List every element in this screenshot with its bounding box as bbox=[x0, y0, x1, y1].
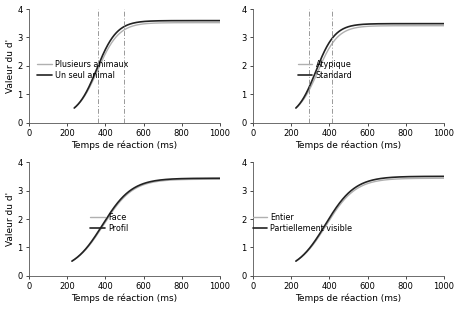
Plusieurs animaux bbox=[213, 21, 218, 24]
Un seul animal bbox=[192, 19, 198, 23]
Face bbox=[192, 177, 198, 181]
Atypique bbox=[440, 24, 446, 28]
Standard bbox=[437, 22, 442, 26]
Standard bbox=[416, 22, 421, 26]
Profil bbox=[192, 176, 198, 180]
Entier bbox=[331, 211, 336, 214]
X-axis label: Temps de réaction (ms): Temps de réaction (ms) bbox=[295, 141, 401, 150]
Atypique bbox=[331, 39, 336, 42]
Atypique bbox=[437, 24, 442, 28]
Partiellement visible bbox=[416, 175, 421, 178]
Face bbox=[99, 225, 105, 229]
Legend: Plusieurs animaux, Un seul animal: Plusieurs animaux, Un seul animal bbox=[37, 60, 128, 80]
Y-axis label: Valeur du d': Valeur du d' bbox=[6, 39, 15, 93]
Entier bbox=[323, 223, 328, 227]
Line: Partiellement visible: Partiellement visible bbox=[295, 176, 443, 261]
Un seul animal bbox=[99, 54, 105, 58]
Partiellement visible bbox=[323, 222, 328, 225]
Line: Un seul animal: Un seul animal bbox=[74, 21, 219, 108]
Un seul animal bbox=[213, 19, 218, 23]
Plusieurs animaux bbox=[99, 58, 105, 62]
Line: Entier: Entier bbox=[295, 178, 443, 261]
Profil bbox=[99, 223, 105, 227]
Y-axis label: Valeur du d': Valeur du d' bbox=[6, 192, 15, 246]
Atypique bbox=[416, 24, 421, 28]
Line: Profil: Profil bbox=[72, 178, 219, 261]
Entier bbox=[440, 176, 446, 180]
Partiellement visible bbox=[331, 208, 336, 212]
Line: Standard: Standard bbox=[295, 24, 443, 108]
Profil bbox=[217, 176, 222, 180]
X-axis label: Temps de réaction (ms): Temps de réaction (ms) bbox=[295, 294, 401, 303]
Plusieurs animaux bbox=[192, 21, 198, 24]
Profil bbox=[213, 176, 218, 180]
Standard bbox=[331, 34, 336, 37]
Partiellement visible bbox=[440, 175, 446, 178]
Un seul animal bbox=[217, 19, 222, 23]
Line: Face: Face bbox=[72, 179, 219, 261]
Plusieurs animaux bbox=[107, 43, 113, 46]
Legend: Face, Profil: Face, Profil bbox=[90, 213, 128, 233]
Face bbox=[107, 212, 113, 216]
Standard bbox=[323, 46, 328, 50]
Legend: Entier, Partiellement visible: Entier, Partiellement visible bbox=[252, 213, 352, 233]
Line: Atypique: Atypique bbox=[295, 26, 443, 108]
Entier bbox=[437, 176, 442, 180]
X-axis label: Temps de réaction (ms): Temps de réaction (ms) bbox=[71, 294, 177, 303]
Face bbox=[217, 177, 222, 181]
Profil bbox=[107, 211, 113, 214]
X-axis label: Temps de réaction (ms): Temps de réaction (ms) bbox=[71, 141, 177, 150]
Partiellement visible bbox=[437, 175, 442, 178]
Face bbox=[213, 177, 218, 181]
Plusieurs animaux bbox=[217, 21, 222, 24]
Standard bbox=[440, 22, 446, 26]
Line: Plusieurs animaux: Plusieurs animaux bbox=[74, 23, 219, 108]
Un seul animal bbox=[107, 38, 113, 42]
Atypique bbox=[323, 52, 328, 55]
Legend: Atypique, Standard: Atypique, Standard bbox=[297, 60, 352, 80]
Entier bbox=[416, 176, 421, 180]
